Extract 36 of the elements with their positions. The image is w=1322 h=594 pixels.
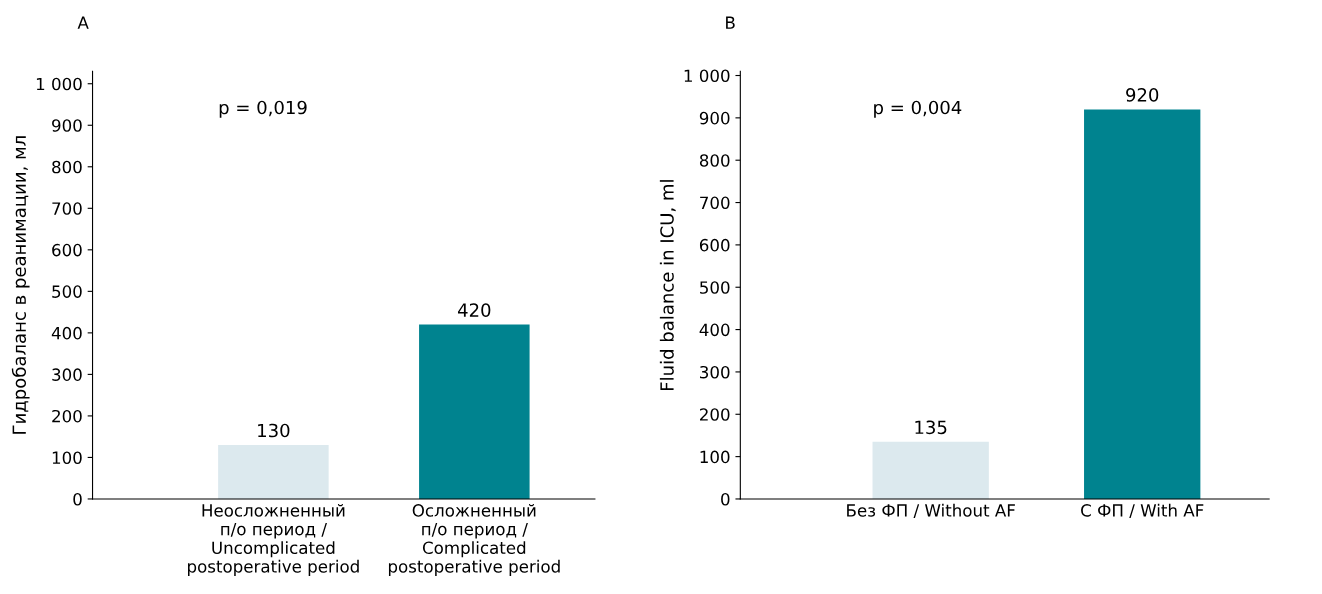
chart-title: B xyxy=(726,16,735,29)
data-label: 420 xyxy=(457,303,491,317)
y-tick-label: 700 xyxy=(52,202,82,215)
y-tick-label: 700 xyxy=(700,196,730,210)
data-label: 130 xyxy=(258,423,290,438)
y-tick-label: 100 xyxy=(52,451,82,465)
y-tick-label: 800 xyxy=(699,154,730,167)
y-tick-label: 1 000 xyxy=(684,69,730,83)
annotation: p = 0,004 xyxy=(874,100,962,118)
x-tick-label: Неосложненный п/о период / Uncomplicated postoperative period xyxy=(188,503,359,576)
y-tick-label: 800 xyxy=(52,160,82,174)
y-tick-label: 500 xyxy=(52,285,82,298)
chart-title: A xyxy=(77,16,89,29)
x-tick-label: Без ФП / Without AF xyxy=(847,503,1015,519)
y-tick-label: 0 xyxy=(721,492,730,506)
y-tick-label: 300 xyxy=(700,365,730,379)
y-tick-label: 600 xyxy=(52,243,82,257)
y-tick-label: 500 xyxy=(700,281,730,294)
x-tick-label: С ФП / With AF xyxy=(1081,503,1204,519)
y-axis-title: Гидробаланс в реанимации, мл xyxy=(11,136,30,434)
data-label: 920 xyxy=(1126,88,1159,102)
y-tick-label: 100 xyxy=(700,450,730,464)
x-tick-label: Осложненный п/о период / Complicated postoperative period xyxy=(388,503,560,576)
y-tick-label: 400 xyxy=(699,323,730,337)
y-tick-label: 400 xyxy=(51,326,82,340)
y-tick-label: 0 xyxy=(73,492,82,506)
y-axis-title: Fluid balance in ICU, ml xyxy=(659,180,676,390)
y-tick-label: 200 xyxy=(52,409,82,423)
y-tick-label: 600 xyxy=(699,238,730,252)
y-tick-label: 900 xyxy=(699,111,730,125)
annotation: p = 0,019 xyxy=(219,100,307,118)
data-label: 135 xyxy=(915,420,947,435)
y-tick-label: 200 xyxy=(700,408,730,421)
y-tick-label: 1 000 xyxy=(36,77,82,91)
y-tick-label: 300 xyxy=(52,368,82,381)
y-tick-label: 900 xyxy=(52,119,82,132)
